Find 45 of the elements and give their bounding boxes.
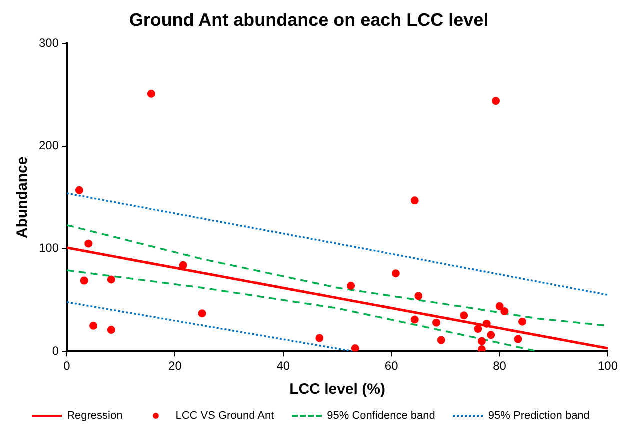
point xyxy=(107,276,116,284)
point xyxy=(351,344,360,352)
point xyxy=(410,316,419,324)
x-tick-label: 20 xyxy=(168,359,182,374)
point xyxy=(514,335,522,344)
point xyxy=(80,276,88,285)
point xyxy=(147,90,156,98)
point xyxy=(414,292,423,300)
x-tick-label: 80 xyxy=(493,359,507,374)
legend-label: Regression xyxy=(67,410,123,422)
point xyxy=(432,318,441,327)
point xyxy=(487,331,496,340)
point xyxy=(478,346,486,352)
x-tick-label: 100 xyxy=(598,359,618,374)
point xyxy=(347,282,356,290)
point xyxy=(84,240,93,248)
x-tick-label: 0 xyxy=(64,359,71,374)
point xyxy=(316,334,324,342)
point xyxy=(437,336,446,344)
point xyxy=(75,186,84,194)
y-tick-label: 300 xyxy=(38,36,60,50)
y-axis-title: Abundance xyxy=(14,156,32,238)
chart-title: Ground Ant abundance on each LCC level xyxy=(129,10,489,30)
y-tick-label: 100 xyxy=(38,241,60,256)
point xyxy=(492,97,500,106)
point xyxy=(179,261,188,270)
y-tick-label: 0 xyxy=(52,344,60,358)
x-tick-label: 60 xyxy=(384,359,399,374)
point xyxy=(107,326,116,334)
point xyxy=(410,196,419,205)
point xyxy=(518,318,527,326)
point xyxy=(90,322,98,330)
point xyxy=(496,302,504,310)
point xyxy=(478,337,486,346)
point xyxy=(460,312,468,320)
x-axis-title: LCC level (%) xyxy=(290,381,386,398)
point xyxy=(392,270,400,278)
legend-label: 95% Prediction band xyxy=(488,410,590,422)
y-tick-label: 200 xyxy=(38,138,60,153)
point xyxy=(500,308,509,316)
point xyxy=(198,310,206,318)
x-tick-label: 40 xyxy=(276,359,290,374)
point xyxy=(474,325,482,334)
legend-label: LCC VS Ground Ant xyxy=(176,410,274,422)
legend-label: 95% Confidence band xyxy=(327,410,436,422)
